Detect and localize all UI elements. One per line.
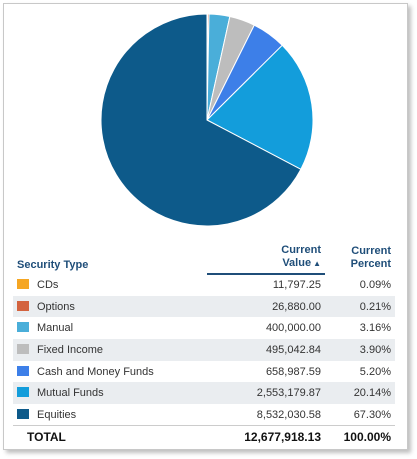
- legend-swatch: [17, 387, 29, 398]
- table-row[interactable]: Cash and Money Funds 658,987.59 5.20%: [13, 361, 395, 383]
- table-row[interactable]: CDs 11,797.25 0.09%: [13, 274, 395, 296]
- security-type-label: Equities: [37, 408, 77, 421]
- current-value-cell: 26,880.00: [272, 300, 321, 313]
- legend-swatch: [17, 278, 29, 289]
- table-row[interactable]: Fixed Income 495,042.84 3.90%: [13, 339, 395, 361]
- security-type-label: Cash and Money Funds: [37, 365, 154, 378]
- holdings-panel: Security Type Current Value ▲ Current Per…: [3, 3, 408, 450]
- holdings-table: Security Type Current Value ▲ Current Per…: [13, 242, 395, 449]
- legend-swatch: [17, 343, 29, 354]
- legend-swatch: [17, 408, 29, 419]
- table-row[interactable]: Manual 400,000.00 3.16%: [13, 317, 395, 339]
- allocation-pie-chart: [100, 13, 314, 227]
- legend-swatch: [17, 300, 29, 311]
- pie-slice-equities[interactable]: [100, 13, 302, 227]
- current-percent-cell: 0.21%: [359, 300, 391, 313]
- legend-swatch: [17, 365, 29, 376]
- security-type-label: CDs: [37, 278, 59, 291]
- legend-swatch: [17, 322, 29, 333]
- current-percent-cell: 5.20%: [359, 365, 391, 378]
- total-label: TOTAL: [13, 425, 207, 449]
- current-percent-cell: 20.14%: [353, 387, 391, 400]
- current-percent-cell: 3.90%: [359, 343, 391, 356]
- current-percent-cell: 3.16%: [359, 322, 391, 335]
- header-security-type[interactable]: Security Type: [17, 259, 89, 271]
- table-row[interactable]: Equities 8,532,030.58 67.30%: [13, 404, 395, 426]
- security-type-label: Manual: [37, 322, 74, 335]
- current-value-cell: 8,532,030.58: [256, 408, 321, 421]
- total-value: 12,677,918.13: [207, 425, 325, 449]
- total-row: TOTAL 12,677,918.13 100.00%: [13, 425, 395, 449]
- current-value-cell: 400,000.00: [265, 322, 321, 335]
- current-value-cell: 495,042.84: [265, 343, 321, 356]
- security-type-label: Fixed Income: [37, 343, 104, 356]
- table-row[interactable]: Mutual Funds 2,553,179.87 20.14%: [13, 382, 395, 405]
- table-row[interactable]: Options 26,880.00 0.21%: [13, 295, 395, 318]
- security-type-label: Options: [37, 300, 75, 313]
- pie-slice-mutual-funds[interactable]: [206, 44, 314, 170]
- table-header-row: Security Type Current Value ▲ Current Per…: [13, 242, 395, 275]
- triangle-up-icon: ▲: [313, 259, 321, 268]
- total-percent: 100.00%: [325, 425, 395, 449]
- current-percent-cell: 0.09%: [359, 278, 391, 291]
- current-value-cell: 11,797.25: [272, 279, 321, 292]
- header-current-value[interactable]: Current Value ▲: [207, 242, 325, 275]
- current-value-cell: 658,987.59: [265, 365, 321, 378]
- current-value-cell: 2,553,179.87: [256, 387, 321, 400]
- security-type-label: Mutual Funds: [37, 387, 104, 400]
- header-current-percent[interactable]: Current Percent: [350, 245, 391, 270]
- current-percent-cell: 67.30%: [353, 408, 391, 421]
